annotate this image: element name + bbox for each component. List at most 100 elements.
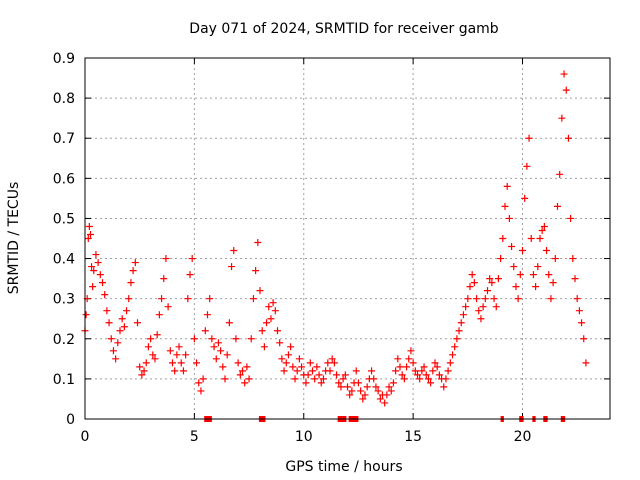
data-point bbox=[225, 319, 233, 327]
data-point bbox=[234, 359, 242, 367]
data-point bbox=[241, 379, 249, 387]
data-point bbox=[514, 295, 522, 303]
x-tick-label: 20 bbox=[514, 429, 532, 445]
data-point bbox=[435, 371, 443, 379]
data-point bbox=[114, 339, 122, 347]
data-point bbox=[82, 311, 90, 319]
y-tick-label: 0.4 bbox=[53, 252, 75, 268]
data-point bbox=[387, 387, 395, 395]
data-point bbox=[394, 355, 402, 363]
data-point bbox=[508, 243, 516, 251]
data-point bbox=[551, 255, 559, 263]
y-tick-label: 0.1 bbox=[53, 372, 75, 388]
x-tick-label: 10 bbox=[295, 429, 313, 445]
data-point bbox=[293, 367, 301, 375]
data-point bbox=[567, 214, 575, 222]
data-point bbox=[177, 359, 185, 367]
data-point bbox=[306, 359, 314, 367]
data-point bbox=[193, 359, 201, 367]
data-point bbox=[90, 267, 98, 275]
data-point bbox=[239, 367, 246, 375]
data-point bbox=[243, 363, 251, 371]
data-point bbox=[449, 351, 456, 359]
data-point bbox=[556, 170, 564, 178]
data-point bbox=[422, 371, 430, 379]
data-point bbox=[462, 303, 470, 311]
data-point bbox=[252, 267, 260, 275]
data-point bbox=[86, 230, 94, 238]
data-point bbox=[398, 371, 406, 379]
data-point bbox=[228, 263, 236, 271]
data-point bbox=[260, 343, 268, 351]
data-point bbox=[171, 367, 179, 375]
data-point bbox=[142, 359, 150, 367]
data-point bbox=[109, 347, 117, 355]
data-point bbox=[173, 351, 181, 359]
data-point bbox=[562, 86, 570, 94]
data-point bbox=[540, 222, 548, 230]
data-point bbox=[92, 251, 100, 259]
data-point bbox=[543, 247, 551, 255]
data-point bbox=[265, 303, 273, 311]
data-point bbox=[144, 343, 152, 351]
y-tick-label: 0.8 bbox=[53, 91, 75, 107]
plot-frame bbox=[84, 57, 611, 420]
data-point bbox=[337, 383, 345, 391]
data-point bbox=[569, 255, 577, 263]
data-point bbox=[405, 355, 413, 363]
y-tick-label: 0 bbox=[66, 412, 75, 428]
data-point bbox=[89, 283, 97, 291]
data-point bbox=[420, 363, 428, 371]
data-point bbox=[344, 383, 351, 391]
data-point bbox=[188, 255, 196, 263]
data-point bbox=[182, 351, 190, 359]
data-point bbox=[258, 327, 266, 335]
data-point bbox=[451, 343, 459, 351]
y-tick-label: 0.5 bbox=[53, 211, 75, 227]
data-point bbox=[287, 343, 295, 351]
data-point bbox=[494, 275, 502, 283]
data-point bbox=[291, 375, 299, 383]
data-point bbox=[560, 70, 568, 78]
data-point bbox=[455, 327, 463, 335]
data-point bbox=[206, 295, 214, 303]
data-point bbox=[302, 379, 310, 387]
data-point bbox=[488, 279, 496, 287]
data-points bbox=[81, 70, 590, 407]
data-point bbox=[484, 287, 491, 295]
data-point bbox=[363, 383, 371, 391]
data-point bbox=[204, 311, 211, 319]
data-point bbox=[295, 355, 303, 363]
data-point bbox=[247, 335, 255, 343]
data-point bbox=[429, 367, 437, 375]
data-point bbox=[313, 363, 321, 371]
chart-title: Day 071 of 2024, SRMTID for receiver gam… bbox=[189, 21, 499, 37]
data-point bbox=[424, 375, 432, 383]
data-point bbox=[481, 295, 489, 303]
data-point bbox=[120, 323, 128, 331]
data-point bbox=[403, 363, 411, 371]
data-point bbox=[311, 375, 319, 383]
data-point bbox=[442, 375, 450, 383]
y-tick-label: 0.7 bbox=[53, 131, 75, 147]
data-point bbox=[335, 379, 343, 387]
data-point bbox=[85, 222, 93, 230]
data-point bbox=[558, 114, 566, 122]
data-point bbox=[153, 331, 161, 339]
data-point bbox=[580, 335, 588, 343]
data-point bbox=[372, 383, 380, 391]
data-point bbox=[254, 239, 262, 247]
data-point bbox=[94, 259, 102, 267]
data-point bbox=[368, 367, 376, 375]
data-point bbox=[195, 379, 203, 387]
data-point bbox=[151, 355, 159, 363]
data-point bbox=[129, 267, 137, 275]
data-point bbox=[392, 367, 400, 375]
data-point bbox=[249, 295, 257, 303]
data-point bbox=[549, 279, 557, 287]
x-axis-label: GPS time / hours bbox=[285, 459, 402, 475]
data-point bbox=[479, 303, 487, 311]
y-tick-label: 0.6 bbox=[53, 171, 75, 187]
data-point bbox=[221, 375, 229, 383]
data-point bbox=[201, 327, 209, 335]
